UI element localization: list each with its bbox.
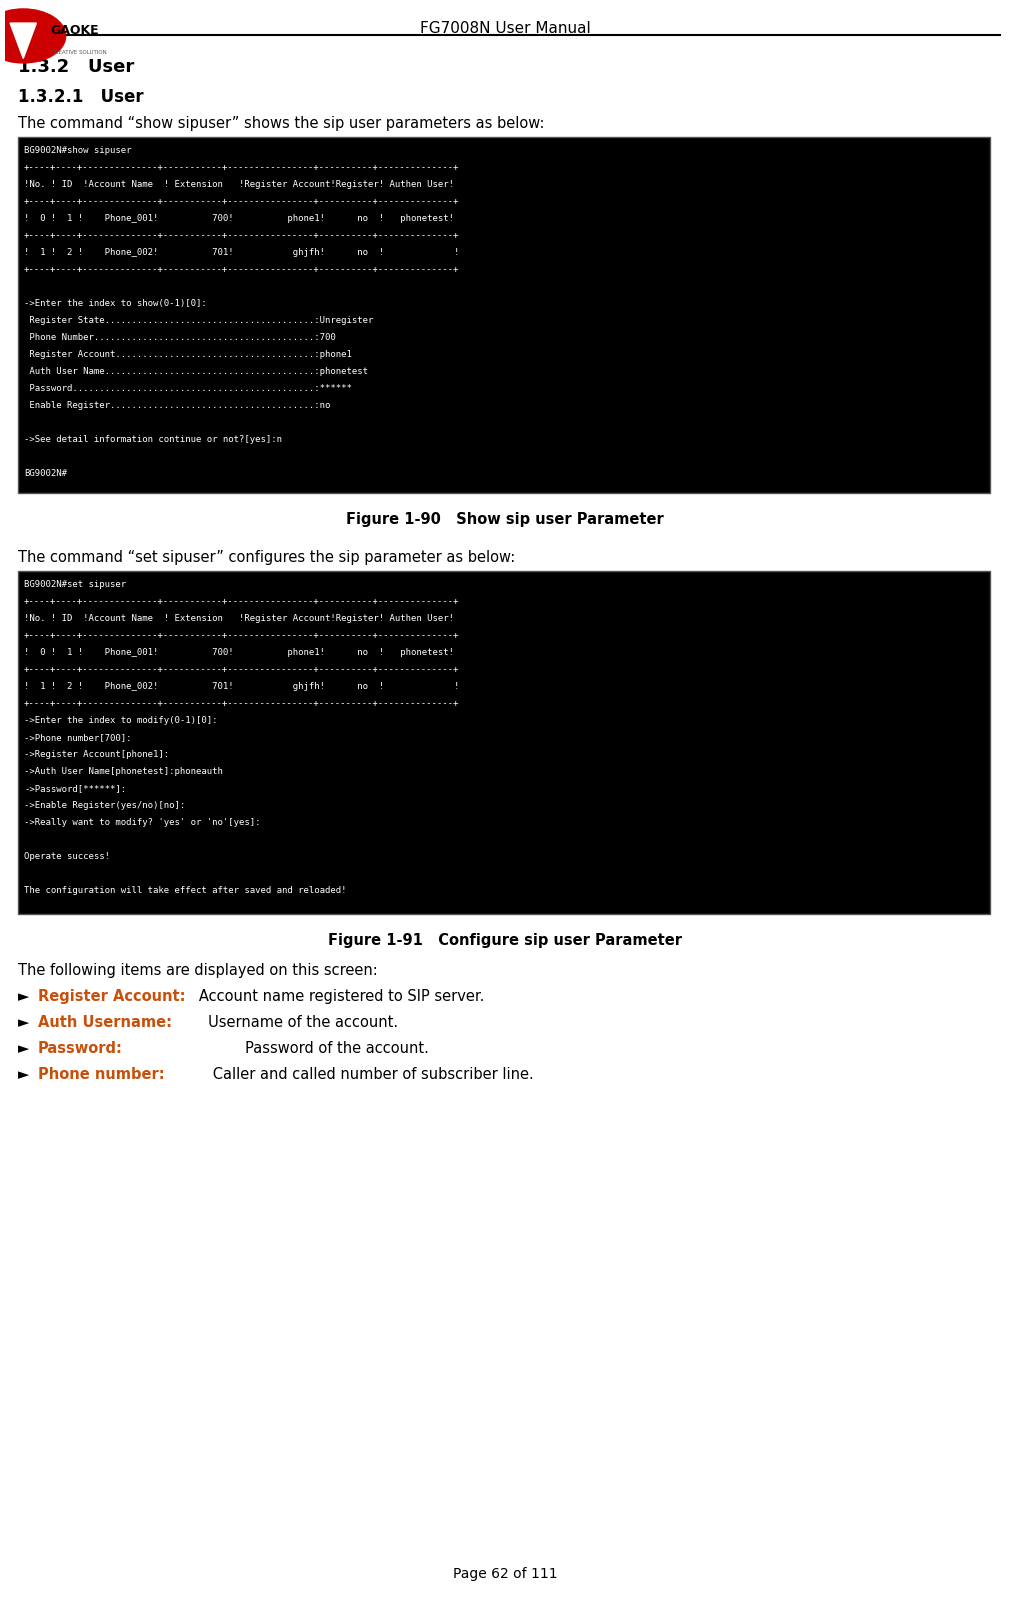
Text: +----+----+--------------+-----------+----------------+----------+--------------: +----+----+--------------+-----------+--…: [24, 698, 460, 708]
Text: GAOKE: GAOKE: [50, 24, 99, 37]
Text: ->Enter the index to show(0-1)[0]:: ->Enter the index to show(0-1)[0]:: [24, 299, 207, 308]
Text: CREATIVE SOLUTION: CREATIVE SOLUTION: [50, 50, 106, 56]
Text: Username of the account.: Username of the account.: [185, 1014, 398, 1029]
Text: ->Enter the index to modify(0-1)[0]:: ->Enter the index to modify(0-1)[0]:: [24, 716, 217, 724]
Text: BG9002N#: BG9002N#: [24, 469, 67, 478]
Text: Password:: Password:: [38, 1040, 123, 1056]
Text: Register State.......................................:Unregister: Register State..........................…: [24, 316, 374, 324]
Text: Password of the account.: Password of the account.: [185, 1040, 429, 1056]
Text: The following items are displayed on this screen:: The following items are displayed on thi…: [18, 963, 378, 977]
Text: ->Password[******]:: ->Password[******]:: [24, 783, 126, 793]
Text: ►: ►: [18, 1066, 29, 1082]
Text: The command “set sipuser” configures the sip parameter as below:: The command “set sipuser” configures the…: [18, 549, 515, 565]
Text: +----+----+--------------+-----------+----------------+----------+--------------: +----+----+--------------+-----------+--…: [24, 162, 460, 172]
Text: +----+----+--------------+-----------+----------------+----------+--------------: +----+----+--------------+-----------+--…: [24, 265, 460, 274]
Text: !  1 !  2 !    Phone_002!          701!           ghjfh!      no  !             : ! 1 ! 2 ! Phone_002! 701! ghjfh! no !: [24, 682, 460, 690]
Text: Password.............................................:******: Password................................…: [24, 384, 351, 393]
Text: +----+----+--------------+-----------+----------------+----------+--------------: +----+----+--------------+-----------+--…: [24, 631, 460, 640]
Text: +----+----+--------------+-----------+----------------+----------+--------------: +----+----+--------------+-----------+--…: [24, 664, 460, 674]
Text: Auth User Name.......................................:phonetest: Auth User Name..........................…: [24, 368, 368, 376]
Text: The configuration will take effect after saved and reloaded!: The configuration will take effect after…: [24, 886, 346, 894]
Text: ->Phone number[700]:: ->Phone number[700]:: [24, 732, 131, 742]
Text: Caller and called number of subscriber line.: Caller and called number of subscriber l…: [185, 1066, 533, 1082]
Text: Enable Register......................................:no: Enable Register.........................…: [24, 401, 330, 409]
Text: !No. ! ID  !Account Name  ! Extension   !Register Account!Register! Authen User!: !No. ! ID !Account Name ! Extension !Reg…: [24, 613, 454, 623]
Text: Account name registered to SIP server.: Account name registered to SIP server.: [185, 989, 485, 1003]
Text: 1.3.2.1   User: 1.3.2.1 User: [18, 88, 143, 106]
Text: !No. ! ID  !Account Name  ! Extension   !Register Account!Register! Authen User!: !No. ! ID !Account Name ! Extension !Reg…: [24, 180, 454, 189]
Text: Phone number:: Phone number:: [38, 1066, 165, 1082]
Text: 1.3.2   User: 1.3.2 User: [18, 58, 134, 75]
Text: Figure 1-91   Configure sip user Parameter: Figure 1-91 Configure sip user Parameter: [328, 933, 682, 947]
Text: ->Register Account[phone1]:: ->Register Account[phone1]:: [24, 750, 169, 759]
Text: Page 62 of 111: Page 62 of 111: [452, 1566, 558, 1579]
Text: ->Auth User Name[phonetest]:phoneauth: ->Auth User Name[phonetest]:phoneauth: [24, 767, 223, 775]
FancyBboxPatch shape: [18, 571, 990, 915]
Text: ►: ►: [18, 989, 29, 1003]
Polygon shape: [10, 24, 36, 59]
Text: ->See detail information continue or not?[yes]:n: ->See detail information continue or not…: [24, 435, 282, 443]
Text: Register Account:: Register Account:: [38, 989, 186, 1003]
Text: Register Account.....................................:phone1: Register Account........................…: [24, 350, 351, 360]
Text: Auth Username:: Auth Username:: [38, 1014, 172, 1029]
Text: ►: ►: [18, 1014, 29, 1029]
Text: +----+----+--------------+-----------+----------------+----------+--------------: +----+----+--------------+-----------+--…: [24, 231, 460, 239]
Text: Operate success!: Operate success!: [24, 852, 110, 860]
Text: !  0 !  1 !    Phone_001!          700!          phone1!      no  !   phonetest!: ! 0 ! 1 ! Phone_001! 700! phone1! no ! p…: [24, 213, 454, 223]
Text: ->Enable Register(yes/no)[no]:: ->Enable Register(yes/no)[no]:: [24, 801, 185, 809]
Text: Figure 1-90   Show sip user Parameter: Figure 1-90 Show sip user Parameter: [346, 512, 664, 526]
Text: ►: ►: [18, 1040, 29, 1056]
Text: !  0 !  1 !    Phone_001!          700!          phone1!      no  !   phonetest!: ! 0 ! 1 ! Phone_001! 700! phone1! no ! p…: [24, 647, 454, 656]
Text: BG9002N#set sipuser: BG9002N#set sipuser: [24, 579, 126, 589]
Text: !  1 !  2 !    Phone_002!          701!           ghjfh!      no  !             : ! 1 ! 2 ! Phone_002! 701! ghjfh! no !: [24, 247, 460, 257]
Text: BG9002N#show sipuser: BG9002N#show sipuser: [24, 146, 131, 156]
Text: FG7008N User Manual: FG7008N User Manual: [419, 21, 591, 35]
Text: ->Really want to modify? 'yes' or 'no'[yes]:: ->Really want to modify? 'yes' or 'no'[y…: [24, 817, 261, 827]
Text: +----+----+--------------+-----------+----------------+----------+--------------: +----+----+--------------+-----------+--…: [24, 597, 460, 605]
Circle shape: [0, 10, 66, 64]
Text: Phone Number.........................................:700: Phone Number............................…: [24, 332, 335, 342]
Text: +----+----+--------------+-----------+----------------+----------+--------------: +----+----+--------------+-----------+--…: [24, 197, 460, 205]
Text: The command “show sipuser” shows the sip user parameters as below:: The command “show sipuser” shows the sip…: [18, 116, 544, 132]
FancyBboxPatch shape: [18, 138, 990, 494]
